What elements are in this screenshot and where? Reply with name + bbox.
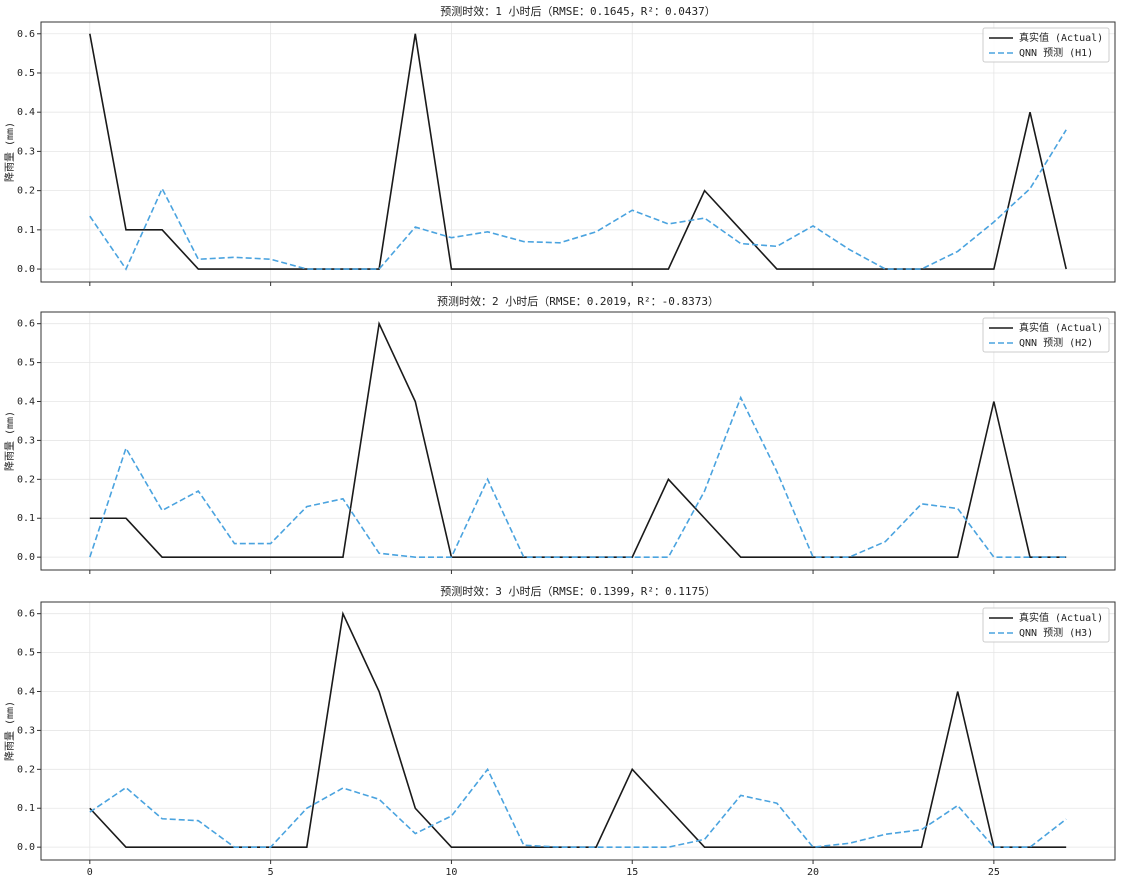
legend-box	[982, 27, 1110, 63]
plot-frame	[40, 311, 1116, 571]
x-tick-label: 15	[626, 867, 638, 878]
y-tick-label: 0.4	[17, 687, 35, 698]
legend-label: QNN 预测 (H2)	[1019, 336, 1093, 349]
y-tick-label: 0.3	[17, 725, 35, 736]
x-tick-label: 20	[807, 867, 819, 878]
x-tick-label: 25	[988, 867, 1000, 878]
y-tick-label: 0.0	[17, 264, 35, 275]
y-tick-label: 0.1	[17, 225, 35, 236]
data-line	[89, 33, 1067, 270]
y-tick-label: 0.4	[17, 107, 35, 118]
legend-label: 真实值 (Actual)	[1019, 611, 1103, 624]
plot-frame	[40, 21, 1116, 283]
chart-title: 预测时效：2 小时后（RMSE：0.2019，R²：-0.8373）	[437, 294, 719, 308]
data-line	[89, 395, 1067, 558]
y-tick-label: 0.5	[17, 648, 35, 659]
y-tick-label: 0.5	[17, 68, 35, 79]
data-line	[89, 767, 1067, 848]
y-axis-label: 降雨量 (mm)	[3, 411, 16, 471]
x-tick-label: 5	[268, 867, 274, 878]
y-tick-label: 0.6	[17, 319, 35, 330]
y-axis-label: 降雨量 (mm)	[3, 122, 16, 182]
y-tick-label: 0.2	[17, 764, 35, 775]
legend-label: 真实值 (Actual)	[1019, 321, 1103, 334]
y-tick-label: 0.3	[17, 435, 35, 446]
chart-title: 预测时效：3 小时后（RMSE：0.1399，R²：0.1175）	[440, 584, 715, 598]
data-line	[89, 129, 1067, 271]
y-tick-label: 0.0	[17, 552, 35, 563]
y-tick-label: 0.3	[17, 146, 35, 157]
x-tick-label: 0	[87, 867, 93, 878]
y-tick-label: 0.4	[17, 397, 35, 408]
y-tick-label: 0.1	[17, 803, 35, 814]
legend-label: 真实值 (Actual)	[1019, 31, 1103, 44]
y-tick-label: 0.2	[17, 474, 35, 485]
y-tick-label: 0.5	[17, 358, 35, 369]
chart-title: 预测时效：1 小时后（RMSE：0.1645，R²：0.0437）	[440, 4, 715, 18]
legend-box	[982, 607, 1110, 643]
y-tick-label: 0.6	[17, 29, 35, 40]
legend-box	[982, 317, 1110, 353]
y-tick-label: 0.6	[17, 609, 35, 620]
y-tick-label: 0.0	[17, 842, 35, 853]
y-tick-label: 0.1	[17, 513, 35, 524]
legend-label: QNN 预测 (H1)	[1019, 46, 1093, 59]
y-axis-label: 降雨量 (mm)	[3, 701, 16, 761]
plot-frame	[40, 601, 1116, 861]
legend-label: QNN 预测 (H3)	[1019, 626, 1093, 639]
x-tick-label: 10	[445, 867, 457, 878]
data-line	[89, 320, 1067, 558]
y-tick-label: 0.2	[17, 186, 35, 197]
